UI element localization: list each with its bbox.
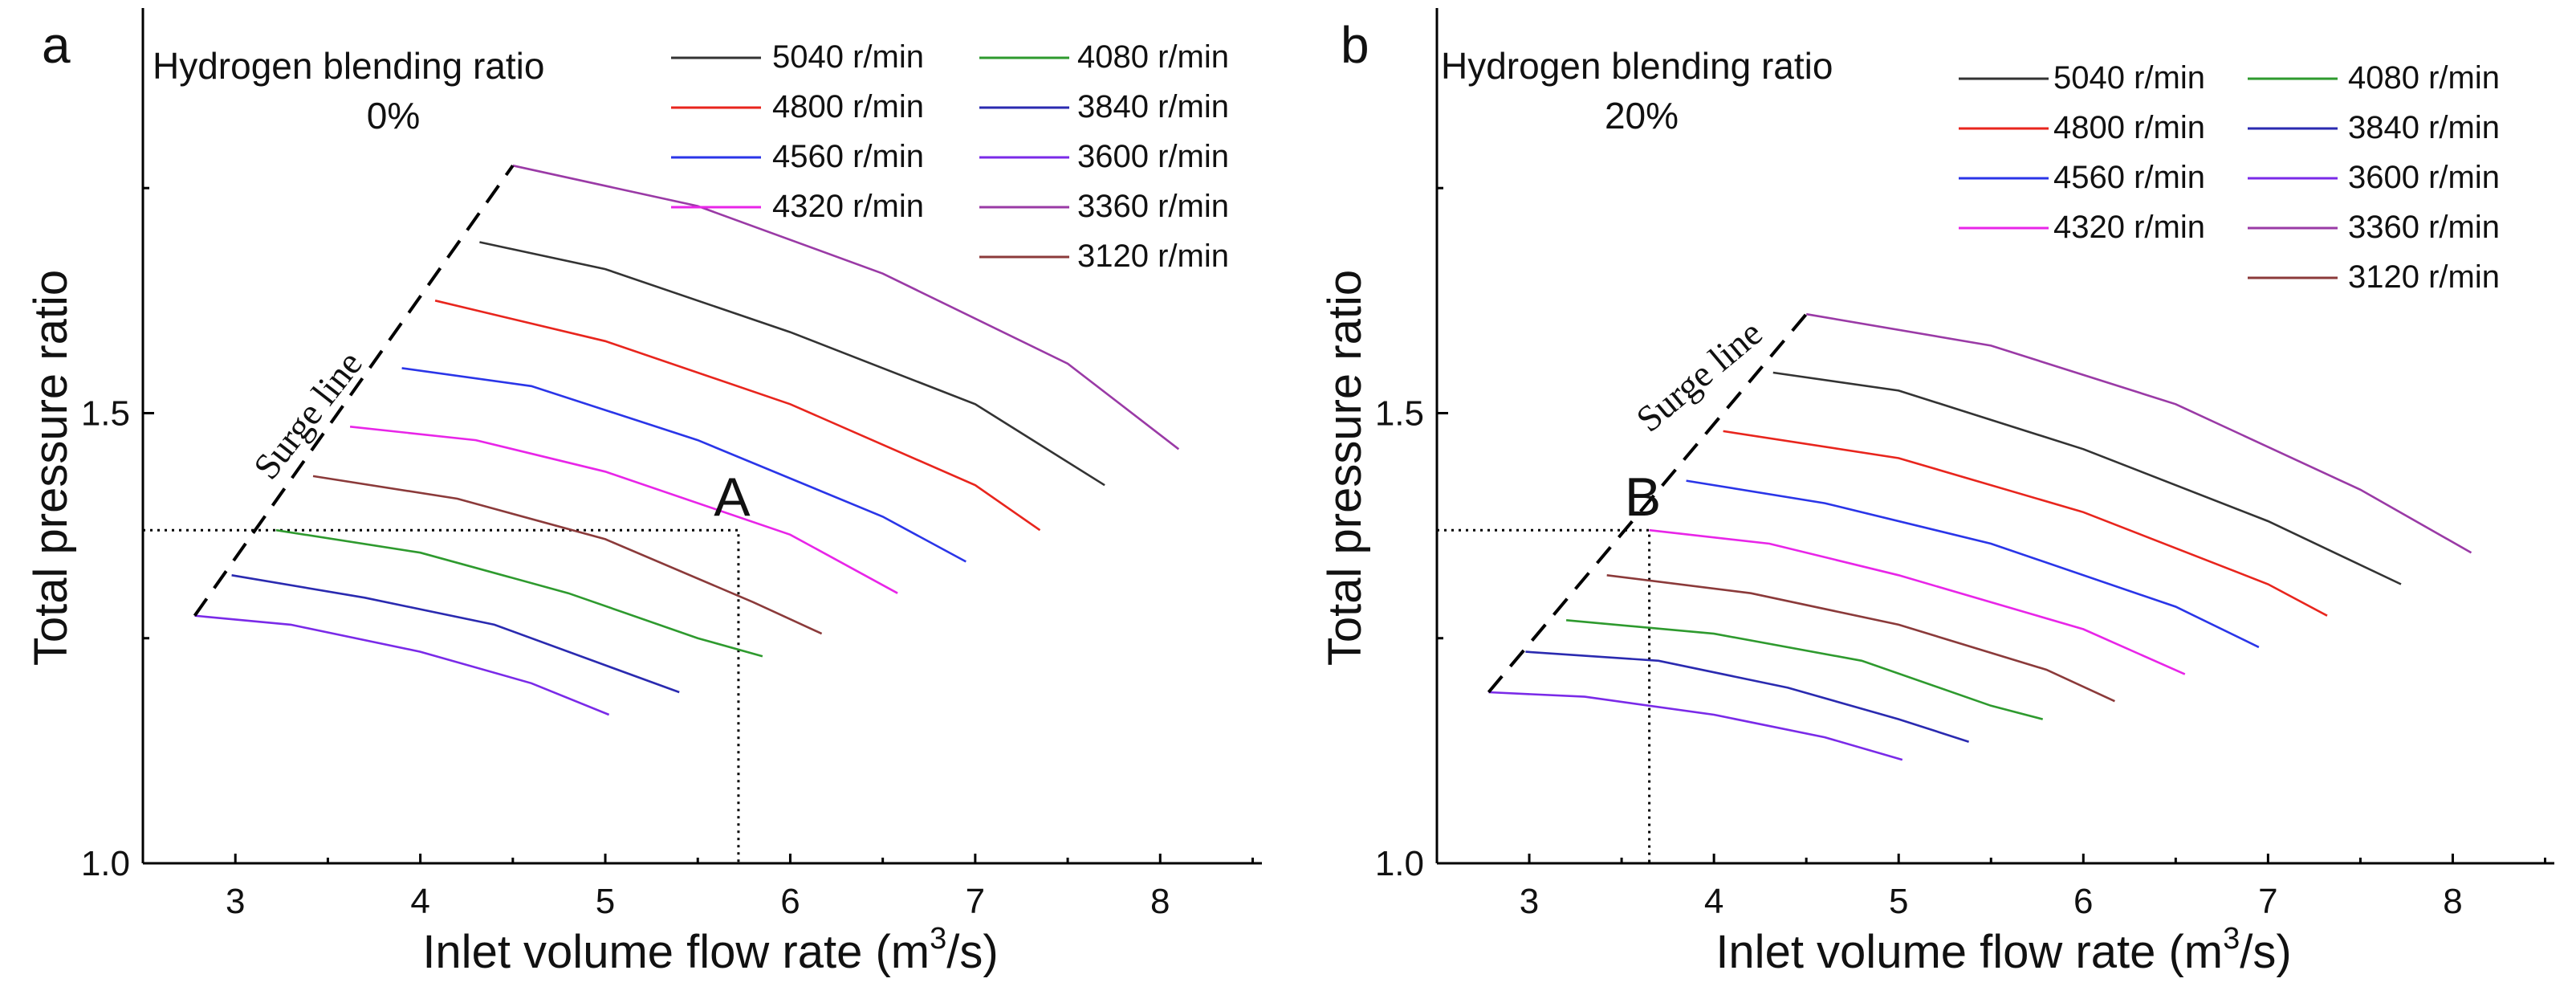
x-axis-title: Inlet volume flow rate (m3/s) [422,922,998,978]
x-tick-label: 3 [226,882,245,921]
series-line-4320-rmin [1649,528,2186,675]
legend-entry: 3360 r/min [1077,189,1229,224]
x-tick-label: 8 [1150,882,1170,921]
legend-entry: 3600 r/min [1077,139,1229,174]
legend-entry: 3600 r/min [2348,160,2500,195]
chart-title: Hydrogen blending ratio [153,45,544,87]
x-tick-label: 4 [410,882,429,921]
legend-entry: 4800 r/min [2053,110,2205,145]
x-tick-label: 6 [780,882,800,921]
x-tick-label: 7 [2258,882,2277,921]
y-tick-label: 1.0 [81,844,130,883]
legend-entry: 3840 r/min [1077,89,1229,124]
legend-entry: 4080 r/min [2348,60,2500,96]
y-tick-label: 1.0 [1375,844,1424,883]
legend: 5040 r/min 4080 r/min 4800 r/min 3840 r/min… [1959,60,2500,295]
legend-entry: 4560 r/min [2053,160,2205,195]
series-line-4560-rmin [1686,479,2260,649]
series-line-5040-rmin [479,241,1105,487]
legend-entry: 3120 r/min [1077,239,1229,274]
x-axis-title: Inlet volume flow rate (m3/s) [1715,922,2291,978]
operating-point-label: A [714,467,751,528]
series-line-3840-rmin [231,574,680,694]
x-tick-label: 6 [2073,882,2093,921]
surge-line-label: Surge line [246,343,370,487]
x-tick-label: 7 [966,882,985,921]
legend-entry: 5040 r/min [2053,60,2205,96]
surge-line [193,165,515,617]
legend-entry: 3840 r/min [2348,110,2500,145]
legend-entry: 5040 r/min [772,39,924,75]
series-line-4800-rmin [1723,430,2328,617]
panel-label: a [42,16,71,74]
y-tick-label: 1.5 [1375,393,1424,433]
chart-subtitle: 0% [367,95,420,137]
series-line-3360-rmin [512,164,1180,451]
series-line-3840-rmin [1525,650,1969,743]
legend-entry: 4560 r/min [772,139,924,174]
x-axis-title-end: /s) [946,926,998,978]
operating-point-guide [1437,528,1651,863]
surge-line-label: Surge line [1629,312,1770,439]
series-line-4800-rmin [434,300,1041,532]
operating-point-guide [143,528,740,863]
series-line-4560-rmin [401,367,967,563]
x-axis-title-main: Inlet volume flow rate (m [1715,926,2223,978]
legend: 5040 r/min 4080 r/min 4800 r/min 3840 r/min… [671,39,1229,274]
operating-point-label: B [1625,467,1661,528]
series-line-3120-rmin [1606,574,2115,703]
series-line-3120-rmin [312,475,823,635]
x-tick-label: 8 [2443,882,2462,921]
legend-entry: 4320 r/min [2053,210,2205,245]
legend-entry: 4080 r/min [1077,39,1229,75]
x-axis-title-end: /s) [2240,926,2291,978]
y-tick-label: 1.5 [81,393,130,433]
y-axis-title: Total pressure ratio [1319,270,1371,666]
legend-entry: 4320 r/min [772,189,924,224]
x-tick-label: 4 [1704,882,1723,921]
chart-subtitle: 20% [1605,95,1679,137]
series-line-4080-rmin [1565,619,2044,720]
legend-entry: 4800 r/min [772,89,924,124]
x-axis-title-superscript: 3 [930,922,946,956]
series-line-3600-rmin [194,614,610,716]
series-line-4080-rmin [275,528,763,658]
series-line-5040-rmin [1772,371,2402,585]
x-tick-label: 5 [1889,882,1908,921]
panel-label: b [1341,16,1369,74]
chart-title: Hydrogen blending ratio [1441,45,1833,87]
x-axis-title-superscript: 3 [2223,922,2240,956]
legend-entry: 3120 r/min [2348,259,2500,295]
surge-line [1487,312,1808,694]
x-axis-title-main: Inlet volume flow rate (m [422,926,930,978]
x-tick-label: 3 [1520,882,1539,921]
x-tick-label: 5 [596,882,615,921]
series-line-3360-rmin [1805,312,2472,554]
series-line-3600-rmin [1488,691,1903,761]
series-line-4320-rmin [349,426,898,594]
y-axis-title: Total pressure ratio [25,270,77,666]
legend-entry: 3360 r/min [2348,210,2500,245]
